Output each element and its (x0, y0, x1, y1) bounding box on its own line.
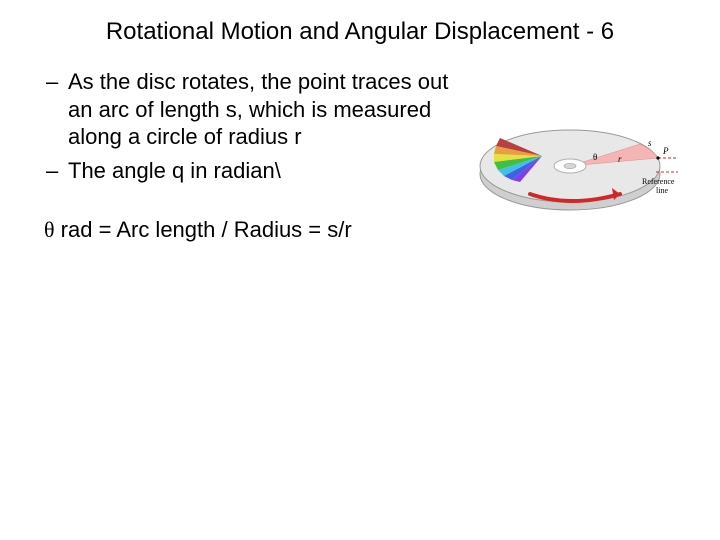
text-column: – As the disc rotates, the point traces … (40, 68, 470, 244)
bullet-item: – As the disc rotates, the point traces … (40, 68, 462, 151)
label-reference-2: line (656, 186, 668, 195)
theta-symbol: θ (44, 217, 55, 242)
formula-line: θ rad = Arc length / Radius = s/r (40, 216, 462, 244)
figure-column: θ r s P Reference line (470, 68, 680, 256)
bullet-item: – The angle q in radian\ (40, 157, 462, 185)
disc-figure: θ r s P Reference line (470, 96, 680, 256)
point-p (656, 156, 659, 159)
bullet-text: The angle q in radian\ (68, 157, 462, 185)
label-s: s (648, 138, 652, 148)
slide-title: Rotational Motion and Angular Displaceme… (40, 18, 680, 46)
bullet-dash: – (40, 68, 68, 151)
label-reference-1: Reference (642, 177, 675, 186)
formula-text: rad = Arc length / Radius = s/r (55, 217, 352, 242)
label-theta: θ (593, 152, 597, 162)
center-hole-inner (564, 163, 576, 168)
label-p: P (662, 146, 669, 156)
content-row: – As the disc rotates, the point traces … (40, 68, 680, 256)
bullet-text: As the disc rotates, the point traces ou… (68, 68, 462, 151)
bullet-dash: – (40, 157, 68, 185)
slide: Rotational Motion and Angular Displaceme… (0, 0, 720, 540)
label-r: r (618, 154, 622, 164)
